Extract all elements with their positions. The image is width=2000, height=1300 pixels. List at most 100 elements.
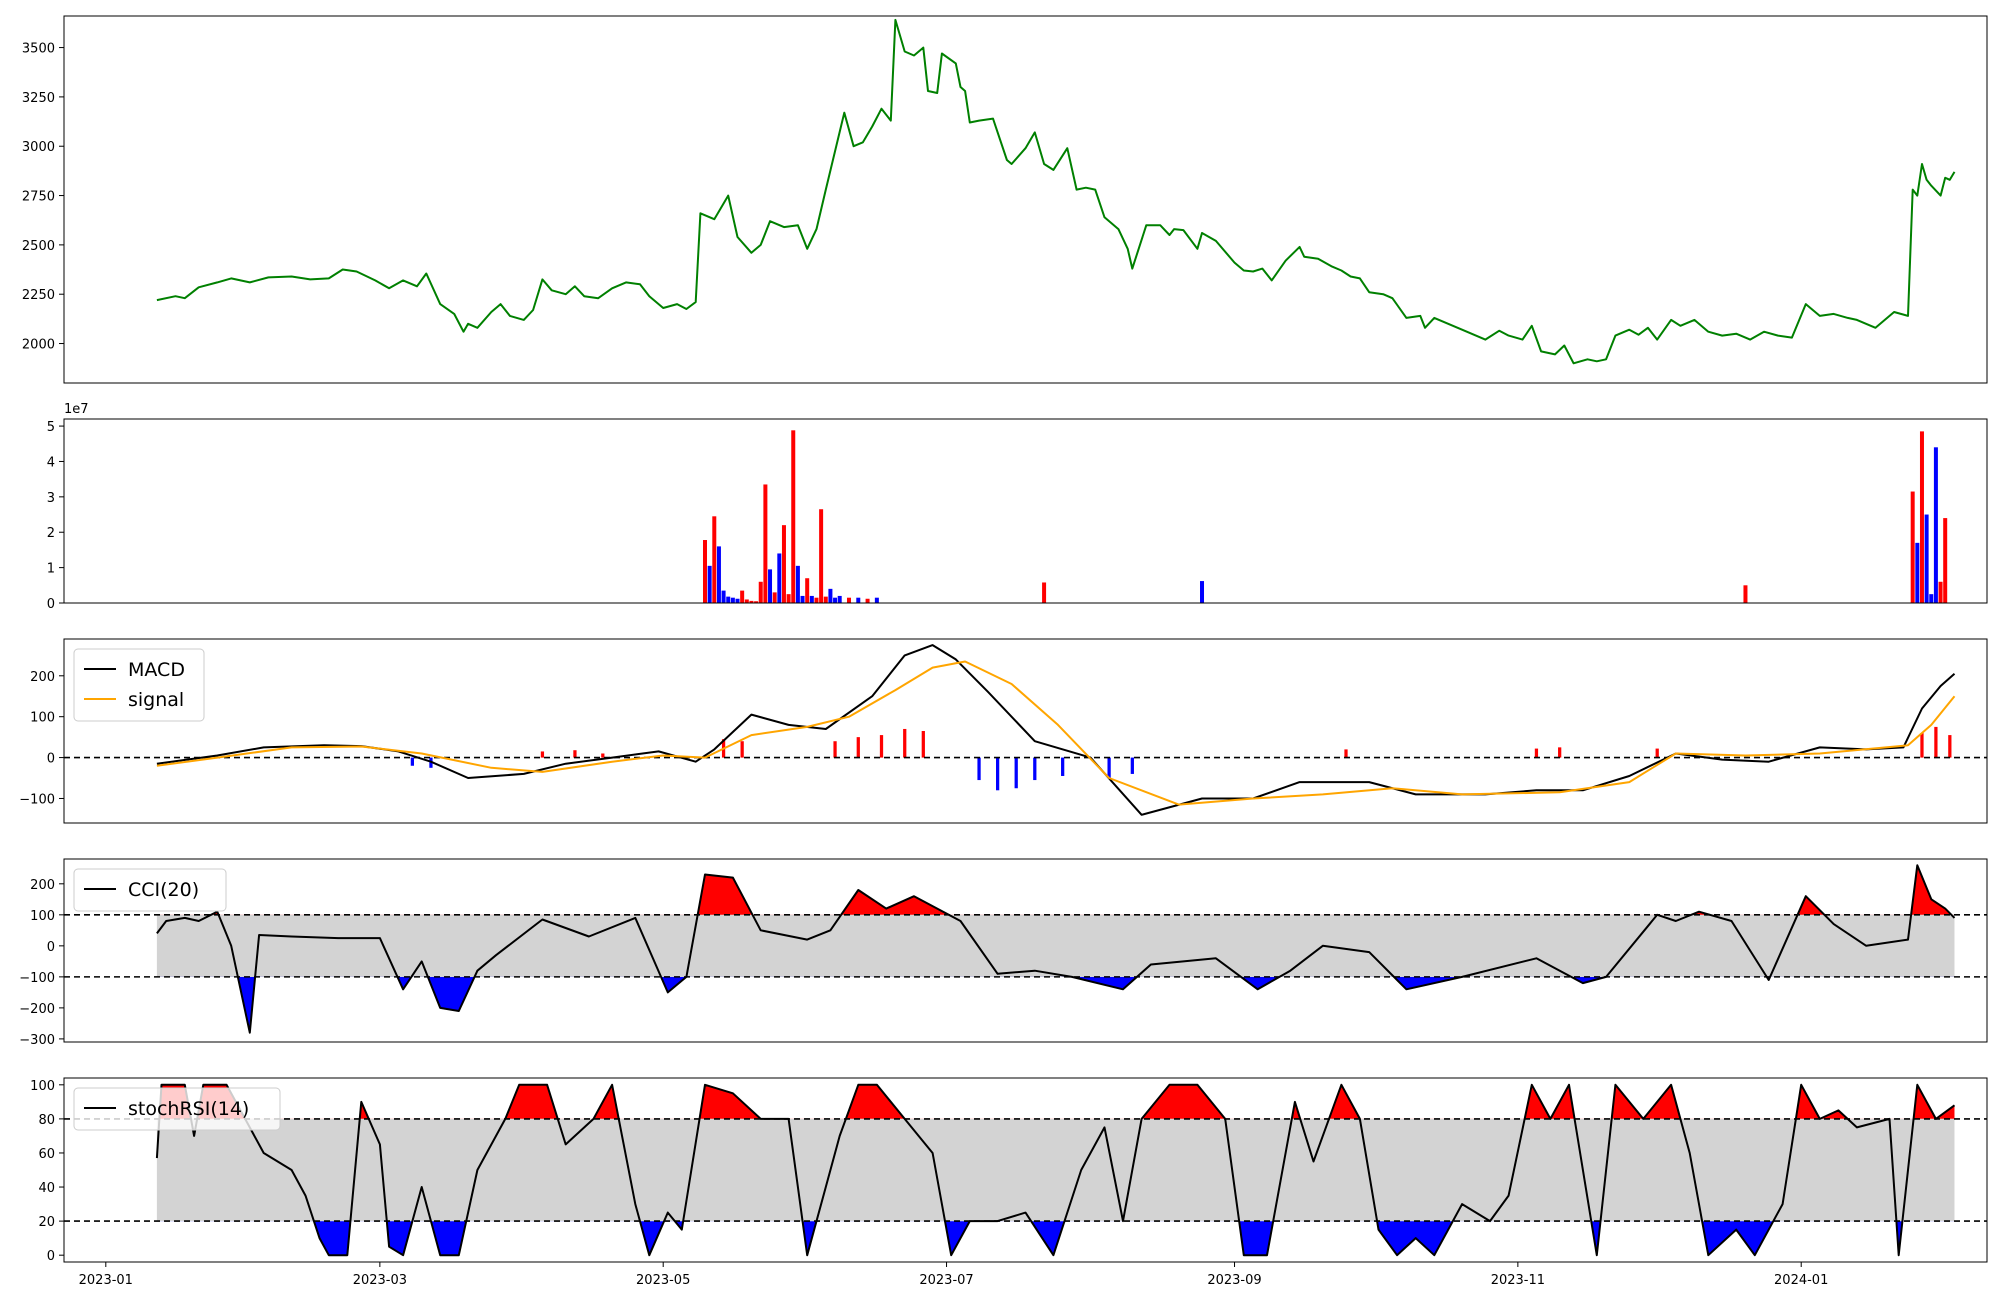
xtick-label: 2023-09 [1207, 1273, 1261, 1288]
volume-bar [740, 590, 745, 603]
volume-bar [805, 578, 810, 603]
volume-bar [819, 509, 824, 603]
cci-band [156, 914, 1955, 977]
price-ytick-label: 3250 [22, 91, 55, 106]
price-axes: 2000 2250 2500 2750 3000 3250 3500 [22, 15, 1988, 384]
macd-histogram-bar [1061, 757, 1065, 776]
volume-bar [749, 600, 754, 603]
volume-bar [828, 588, 833, 603]
volume-bar [786, 594, 791, 603]
volume-frame [63, 418, 1988, 604]
macd-ytick-label: 100 [30, 711, 55, 726]
macd-ytick-label: 0 [47, 752, 55, 767]
volume-bar [814, 597, 819, 603]
macd-histogram-bar [1558, 747, 1562, 758]
macd-histogram-bar [573, 750, 577, 758]
price-ytick-label: 2000 [22, 338, 55, 353]
volume-ytick-label: 0 [47, 597, 55, 612]
volume-bar [703, 540, 707, 603]
volume-bar [1042, 582, 1047, 603]
price-ytick-label: 2250 [22, 288, 55, 303]
macd-histogram-bar [1934, 726, 1938, 758]
volume-bar [726, 596, 731, 603]
volume-ytick-label: 1 [47, 562, 55, 577]
macd-histogram-bar [833, 741, 837, 758]
volume-bar [1915, 542, 1920, 603]
volume-bar [730, 597, 735, 603]
volume-bar [721, 590, 726, 603]
volume-bar [800, 595, 805, 603]
cci-ytick-label: 200 [30, 878, 55, 893]
price-line [156, 18, 1956, 365]
stochrsi-axes: 0 20 40 60 80 100 2023-01 2023-03 2023-05 2023-07… [30, 1077, 1988, 1288]
legend: MACD signal [73, 648, 205, 722]
volume-bar [758, 581, 763, 603]
volume-bar [823, 596, 828, 603]
volume-bar [846, 597, 851, 603]
stochrsi-line [155, 1083, 1956, 1257]
price-ytick-label: 3000 [22, 140, 55, 155]
macd-histogram-bar [1130, 757, 1134, 774]
price-ytick-label: 2750 [22, 190, 55, 205]
stochrsi-ytick-label: 80 [38, 1113, 55, 1128]
volume-bar [712, 516, 717, 603]
macd-histogram-bar [1107, 757, 1111, 779]
stochrsi-oversold-fill [313, 1221, 1903, 1256]
volume-bar [781, 525, 786, 603]
macd-ytick-label: −100 [19, 792, 55, 807]
macd-ytick-label: 200 [30, 670, 55, 685]
stochrsi-ytick-label: 40 [38, 1181, 55, 1196]
volume-bar [777, 553, 782, 603]
macd-line-macd [156, 644, 1956, 816]
stochrsi-frame [63, 1077, 1988, 1263]
price-ytick-label: 3500 [22, 42, 55, 57]
macd-histogram-bar [921, 731, 925, 758]
volume-ytick-label: 3 [47, 491, 55, 506]
volume-bar [1929, 594, 1934, 603]
cci-line [156, 864, 1956, 1034]
cci-ytick-label: 100 [30, 909, 55, 924]
volume-bar [744, 599, 749, 603]
macd-histogram-bar [1014, 757, 1018, 789]
volume-bar [833, 597, 838, 603]
macd-histogram-bar [1655, 748, 1659, 758]
cci-ytick-label: −100 [19, 971, 55, 986]
xtick-label: 2023-07 [919, 1273, 973, 1288]
volume-scale-label: 1e7 [64, 402, 89, 417]
legend: stochRSI(14) [73, 1087, 281, 1131]
volume-bar [754, 601, 759, 603]
volume-bar [735, 598, 740, 603]
cci-frame [63, 858, 1988, 1043]
legend-box [73, 1087, 281, 1131]
legend-label: stochRSI(14) [128, 1098, 249, 1120]
xtick-label: 2023-05 [636, 1273, 690, 1288]
volume-ytick-label: 4 [47, 455, 55, 470]
volume-bar [1938, 581, 1943, 603]
legend-label: MACD [128, 659, 185, 681]
volume-ytick-label: 2 [47, 526, 55, 541]
cci-ytick-label: −200 [19, 1002, 55, 1017]
volume-bar [1910, 491, 1915, 603]
stochrsi-ytick-label: 100 [30, 1079, 55, 1094]
xtick-label: 2023-01 [79, 1273, 133, 1288]
macd-histogram-bar [1920, 733, 1924, 758]
macd-histogram-bar [1033, 757, 1037, 781]
legend-label: signal [128, 689, 184, 711]
volume-bar [791, 430, 796, 603]
macd-histogram-bar [1948, 735, 1952, 758]
stochrsi-ytick-label: 20 [38, 1215, 55, 1230]
volume-bar [874, 597, 879, 603]
volume-bar [1933, 447, 1938, 603]
cci-axes: −300 −200 −100 0 100 200 [19, 858, 1988, 1048]
macd-histogram-bar [740, 741, 744, 758]
legend: CCI(20) [73, 868, 227, 912]
cci-ytick-label: −300 [19, 1033, 55, 1048]
macd-histogram-bar [856, 737, 860, 758]
macd-histogram-bar [977, 757, 981, 781]
xtick-label: 2024-01 [1774, 1273, 1828, 1288]
volume-bar [1924, 514, 1929, 603]
volume-bar [795, 565, 800, 603]
volume-bar [1943, 518, 1948, 603]
stochrsi-ytick-label: 60 [38, 1147, 55, 1162]
